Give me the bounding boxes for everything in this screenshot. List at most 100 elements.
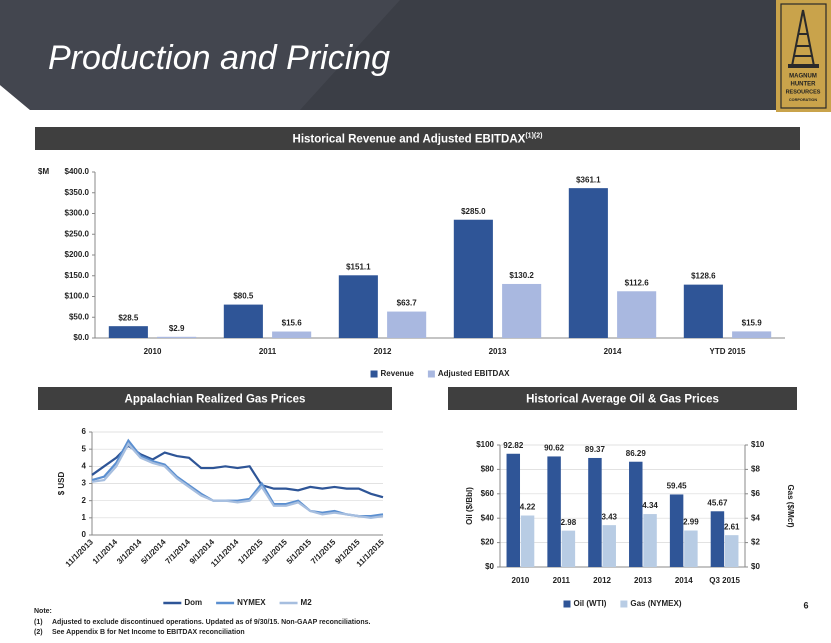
chart-title-text: Historical Average Oil & Gas Prices [526, 394, 719, 406]
bar [732, 331, 772, 338]
y-tick-label: $0 [485, 562, 494, 571]
y2-axis-label: Gas ($/Mcf) [786, 484, 795, 527]
bar [506, 453, 521, 567]
x-tick-label: 2012 [374, 347, 392, 356]
x-tick-label: 2012 [593, 576, 611, 585]
chart-title-superscript: (1)(2) [525, 132, 542, 139]
data-label: $130.2 [509, 271, 534, 280]
data-label: 3.43 [601, 512, 617, 521]
chart-title: Historical Revenue and Adjusted EBITDAX(… [293, 132, 543, 145]
data-label: 2.61 [724, 522, 740, 531]
x-tick-label: 2014 [604, 347, 622, 356]
data-label: $80.5 [233, 292, 254, 301]
legend-label: Revenue [381, 369, 415, 378]
data-label: 90.62 [544, 444, 565, 453]
chart-title-text: Historical Revenue and Adjusted EBITDAX [293, 134, 526, 146]
bar [684, 530, 698, 567]
x-tick-label: 2011 [553, 576, 571, 585]
x-tick-label: Q3 2015 [709, 576, 740, 585]
data-label: 4.22 [520, 503, 536, 512]
y-tick-label: 4 [82, 461, 87, 470]
data-label: $2.9 [169, 324, 185, 333]
x-tick-label: 2010 [144, 347, 162, 356]
y2-tick-label: $6 [751, 489, 760, 498]
note-heading: Note: [34, 608, 52, 615]
bar [629, 461, 643, 567]
page-number: 6 [803, 600, 808, 610]
legend-swatch [370, 370, 378, 378]
x-tick-label: 2011 [259, 347, 277, 356]
y-tick-label: $250.0 [65, 229, 90, 238]
chart-title-text: Appalachian Realized Gas Prices [125, 394, 306, 406]
logo-text: RESOURCES [786, 89, 821, 95]
legend-label: Dom [184, 598, 202, 607]
y-tick-label: $200.0 [65, 250, 90, 259]
y-tick-label: $60 [481, 489, 495, 498]
data-label: 4.34 [642, 501, 658, 510]
data-label: $15.9 [742, 319, 763, 328]
bar [272, 331, 312, 338]
bar [387, 311, 427, 338]
bar [617, 291, 657, 338]
data-label: $28.5 [118, 313, 139, 322]
y-tick-label: $0.0 [73, 333, 89, 342]
y2-tick-label: $8 [751, 465, 760, 474]
logo-derrick [791, 9, 815, 67]
bar [157, 336, 197, 338]
y-tick-label: $50.0 [69, 312, 90, 321]
y-tick-label: $20 [481, 538, 495, 547]
bar [561, 530, 576, 567]
y-tick-label: 5 [82, 444, 87, 453]
chart-title: Appalachian Realized Gas Prices [125, 394, 306, 406]
note-marker: (2) [34, 629, 43, 636]
legend-swatch [563, 600, 571, 608]
bar [338, 275, 378, 338]
y2-tick-label: $10 [751, 440, 765, 449]
slide-title: Production and Pricing [48, 39, 390, 77]
data-label: 45.67 [707, 498, 728, 507]
legend-label: NYMEX [237, 598, 266, 607]
data-label: $112.6 [625, 278, 650, 287]
x-tick-label: 1/1/2015 [236, 537, 265, 566]
x-tick-label: YTD 2015 [709, 347, 746, 356]
y-tick-label: 1 [82, 513, 87, 522]
y-axis-label: $ USD [57, 471, 66, 495]
bar [710, 511, 725, 567]
bar [108, 326, 148, 338]
chart-title: Historical Average Oil & Gas Prices [526, 394, 719, 406]
logo-text: CORPORATION [789, 98, 817, 102]
x-tick-label: 5/1/2014 [139, 537, 168, 566]
x-tick-label: 3/1/2014 [115, 537, 144, 566]
logo-text: MAGNUM [789, 74, 817, 80]
y-axis-label: $M [38, 167, 49, 176]
x-tick-label: 1/1/2014 [91, 537, 120, 566]
y2-tick-label: $0 [751, 562, 760, 571]
y-tick-label: $150.0 [65, 271, 90, 280]
note-marker: (1) [34, 619, 43, 626]
data-label: 92.82 [503, 441, 524, 450]
bar [453, 219, 493, 338]
note-text: See Appendix B for Net Income to EBITDAX… [52, 629, 245, 636]
logo-text: HUNTER [791, 82, 817, 88]
line-series [91, 438, 384, 518]
y-tick-label: $400.0 [65, 167, 90, 176]
x-tick-label: 2014 [675, 576, 693, 585]
x-tick-label: 11/1/2013 [64, 537, 96, 569]
legend-label: Oil (WTI) [573, 599, 606, 608]
y-tick-label: 0 [82, 530, 87, 539]
bar [643, 514, 657, 567]
y-tick-label: $40 [481, 513, 495, 522]
data-label: $151.1 [346, 262, 371, 271]
y-tick-label: 2 [82, 496, 87, 505]
x-tick-label: 2010 [512, 576, 530, 585]
legend-label: Adjusted EBITDAX [438, 369, 510, 378]
y2-tick-label: $2 [751, 538, 760, 547]
bar [588, 457, 602, 567]
legend-swatch [620, 600, 628, 608]
x-tick-label: 2013 [634, 576, 652, 585]
data-label: 89.37 [585, 445, 606, 454]
x-tick-label: 2013 [489, 347, 507, 356]
y2-tick-label: $4 [751, 513, 760, 522]
bar [683, 284, 723, 338]
